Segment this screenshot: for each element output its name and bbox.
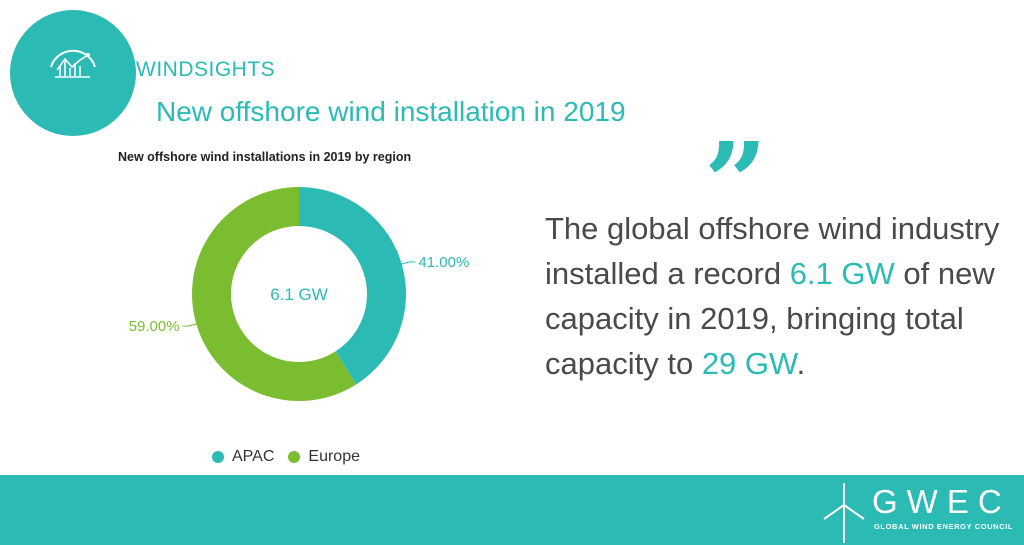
legend-item-europe: Europe	[288, 448, 360, 466]
gwec-logo-name: GWEC	[872, 483, 1011, 520]
windsights-badge	[10, 10, 136, 136]
chart-legend: APAC Europe	[212, 448, 374, 466]
chart-title: New offshore wind installations in 2019 …	[118, 150, 412, 164]
quote-text-end: .	[796, 346, 806, 381]
quote-highlight-total: 29 GW	[701, 346, 797, 381]
page-title: New offshore wind installation in 2019	[156, 96, 626, 127]
legend-label-apac: APAC	[232, 448, 275, 465]
quote-highlight-capacity: 6.1 GW	[789, 256, 895, 291]
donut-slice-apac	[299, 187, 406, 385]
quote-text-part-2: of new capacity in 2019, bringing total …	[545, 256, 995, 381]
legend-swatch-apac	[212, 451, 224, 463]
legend-label-europe: Europe	[308, 448, 360, 465]
quote-text: The global offshore wind industry instal…	[545, 206, 1005, 386]
data-label-apac: 41.00%	[418, 254, 469, 271]
wind-turbine-icon	[823, 483, 865, 543]
brand-name: WINDSIGHTS	[136, 58, 276, 81]
legend-item-apac: APAC	[212, 448, 274, 466]
data-label-europe: 59.00%	[129, 318, 180, 335]
analytics-chart-icon	[50, 49, 96, 78]
gwec-logo-subtitle: GLOBAL WIND ENERGY COUNCIL	[874, 522, 1014, 531]
quote-mark-icon: ”	[704, 118, 768, 247]
quote-text-part-1: The global offshore wind industry instal…	[545, 211, 1000, 291]
footer-bar	[0, 475, 1024, 545]
donut-center-label: 6.1 GW	[270, 285, 328, 304]
leader-line-europe	[182, 322, 201, 327]
legend-swatch-europe	[288, 451, 301, 463]
donut-slice-europe	[191, 187, 357, 401]
leader-line-apac	[397, 261, 416, 266]
donut-chart: 41.00% 59.00% 6.1 GW	[129, 187, 469, 401]
